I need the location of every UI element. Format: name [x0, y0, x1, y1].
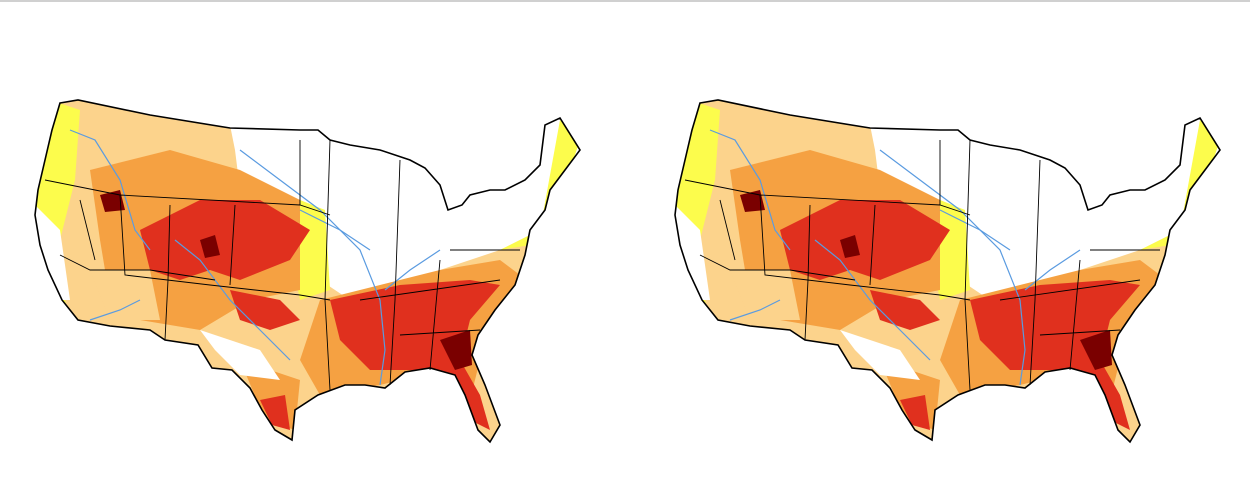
drought-severe-central: [140, 200, 310, 280]
state-borders: [44, 139, 520, 391]
drought-yellow-east: [500, 120, 580, 250]
drought-severe-southeast: [330, 280, 500, 430]
drought-map: [34, 99, 581, 443]
river: [69, 129, 151, 251]
drought-severe-oklahoma: [230, 290, 300, 330]
drought-extreme-colorado: [200, 235, 220, 258]
rivers: [69, 129, 441, 386]
border: [44, 139, 520, 391]
river: [239, 149, 386, 386]
drought-yellow-west: [35, 100, 80, 330]
drought-severe-texas: [260, 395, 290, 430]
river: [174, 239, 291, 361]
drought-extreme-georgia: [440, 330, 472, 370]
top-border: [0, 0, 1250, 2]
drought-extreme-idaho: [100, 190, 125, 212]
river: [384, 249, 441, 291]
river: [89, 299, 141, 321]
drought-map-right: [660, 90, 1240, 450]
river: [299, 209, 371, 251]
drought-none-texas: [200, 330, 280, 380]
drought-dry-southwest: [90, 270, 160, 320]
